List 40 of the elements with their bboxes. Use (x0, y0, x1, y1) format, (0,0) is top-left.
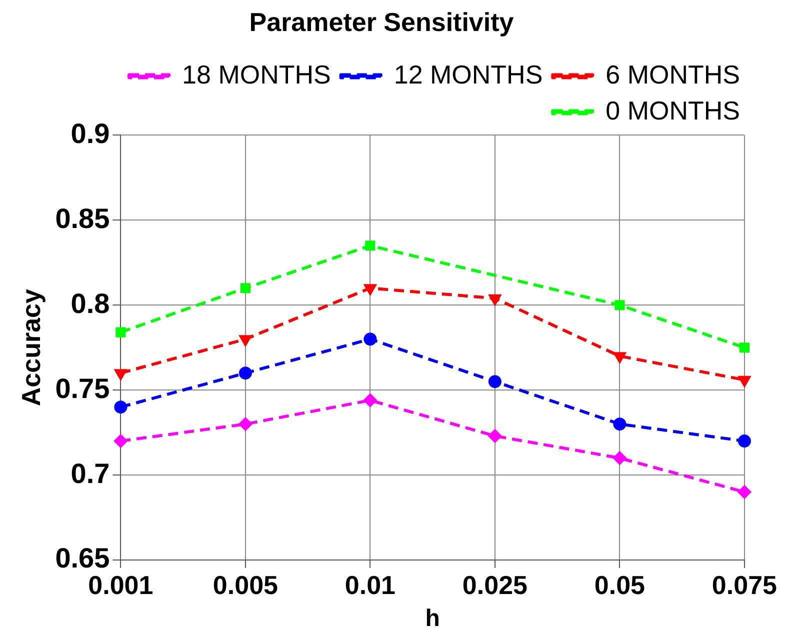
legend-label: 18 MONTHS (182, 59, 331, 90)
x-tick-label: 0.05 (594, 570, 646, 600)
point (738, 486, 751, 499)
point (238, 418, 252, 431)
point (489, 294, 501, 305)
legend-label: 0 MONTHS (606, 95, 740, 126)
point (116, 327, 126, 338)
point (114, 400, 128, 414)
point (240, 283, 250, 294)
x-tick-label: 0.005 (212, 570, 278, 600)
y-tick-label: 0.7 (70, 458, 110, 489)
point (613, 418, 626, 431)
point (364, 394, 377, 407)
x-tick-label: 0.075 (712, 570, 778, 600)
point (614, 300, 625, 310)
point (114, 369, 127, 380)
point (364, 332, 377, 346)
y-tick-label: 0.75 (55, 372, 110, 404)
chart-title: Parameter Sensitivity (249, 6, 514, 37)
y-tick-label: 0.8 (70, 288, 110, 319)
point (114, 434, 128, 448)
y-axis-title: Accuracy (16, 288, 46, 406)
x-tick-label: 0.01 (344, 570, 396, 600)
y-tick-label: 0.85 (55, 202, 110, 234)
x-tick-label: 0.025 (462, 570, 528, 600)
y-tick-label: 0.9 (70, 118, 110, 149)
point (488, 375, 502, 388)
point (738, 376, 750, 386)
point (488, 429, 502, 442)
x-axis-title: h (425, 605, 440, 632)
point (364, 284, 376, 295)
point (739, 342, 750, 353)
legend-label: 6 MONTHS (606, 59, 740, 90)
point (365, 240, 376, 251)
point (738, 434, 751, 448)
point (240, 335, 252, 346)
point (614, 352, 626, 363)
point (613, 452, 626, 465)
point (238, 366, 252, 380)
legend-label: 12 MONTHS (394, 59, 543, 90)
